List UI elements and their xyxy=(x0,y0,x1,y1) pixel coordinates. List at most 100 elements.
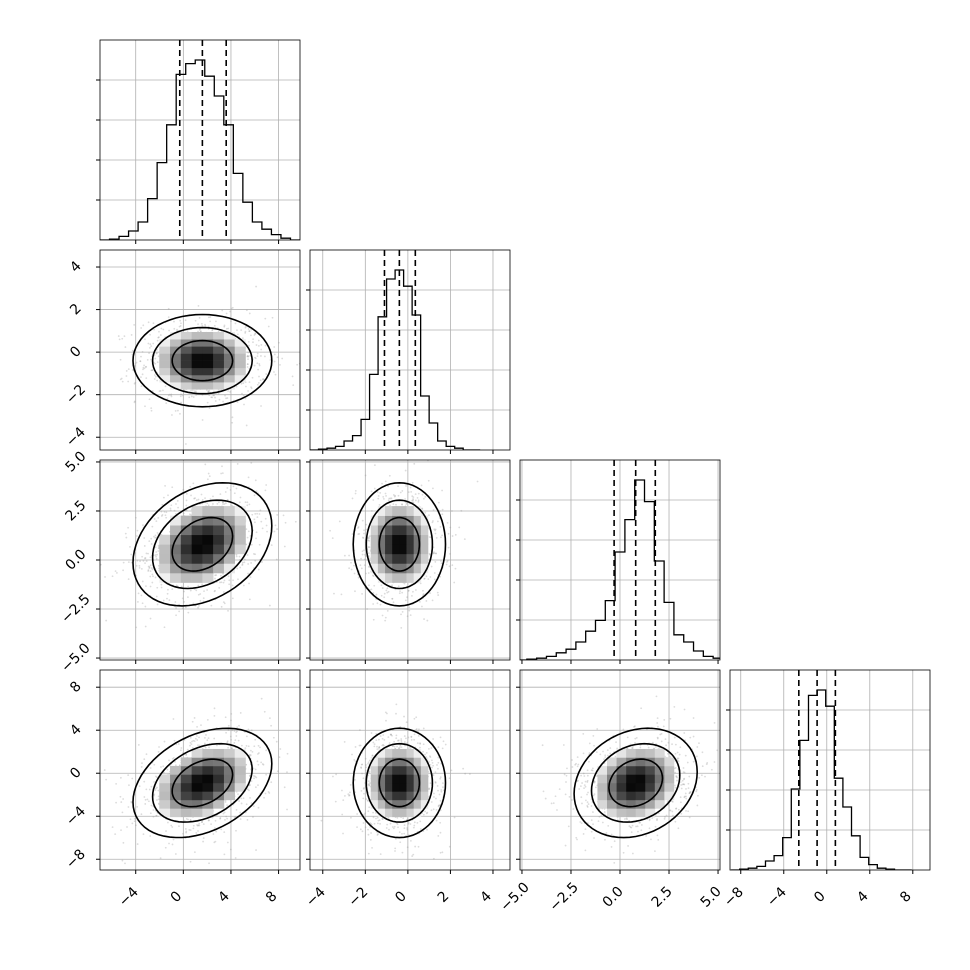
scatter-point xyxy=(256,753,259,755)
scatter-point xyxy=(281,357,284,360)
scatter-point xyxy=(153,793,156,796)
scatter-point xyxy=(416,742,419,745)
density-cell xyxy=(234,525,246,536)
density-cell xyxy=(191,774,203,784)
scatter-point xyxy=(451,535,454,537)
scatter-point xyxy=(382,495,385,498)
scatter-point xyxy=(254,768,257,771)
scatter-point xyxy=(403,832,406,835)
scatter-point xyxy=(401,610,404,613)
scatter-point xyxy=(162,765,165,768)
scatter-point xyxy=(159,857,162,860)
scatter-point xyxy=(388,497,391,500)
density-cell xyxy=(180,360,192,369)
scatter-point xyxy=(271,316,274,319)
density-cell xyxy=(191,374,203,383)
scatter-point xyxy=(258,513,261,515)
density-cell xyxy=(213,367,225,376)
scatter-point xyxy=(166,397,169,400)
scatter-point xyxy=(197,304,200,307)
scatter-point xyxy=(423,577,426,580)
scatter-point xyxy=(222,591,225,593)
scatter-point xyxy=(196,739,199,741)
density-cell xyxy=(159,353,171,361)
density-cell xyxy=(170,782,182,792)
density-cell xyxy=(191,346,203,354)
scatter-point xyxy=(369,782,371,784)
scatter-point xyxy=(244,747,247,749)
scatter-point xyxy=(379,853,382,856)
scatter-point xyxy=(361,553,364,556)
scatter-point xyxy=(422,727,425,730)
scatter-point xyxy=(136,805,139,808)
scatter-point xyxy=(204,746,207,749)
scatter-point xyxy=(255,344,258,346)
scatter-point xyxy=(399,590,401,593)
scatter-point xyxy=(260,761,263,764)
scatter-point xyxy=(104,576,106,578)
scatter-point xyxy=(384,619,387,622)
scatter-point xyxy=(425,751,428,754)
scatter-point xyxy=(183,590,185,593)
scatter-point xyxy=(437,835,440,837)
scatter-point xyxy=(197,830,199,832)
density-cell xyxy=(213,346,225,354)
scatter-point xyxy=(412,496,415,498)
scatter-point xyxy=(270,544,273,547)
scatter-point xyxy=(222,812,225,815)
scatter-point xyxy=(226,841,229,844)
scatter-point xyxy=(385,719,387,722)
density-cell xyxy=(413,544,422,555)
scatter-point xyxy=(193,851,196,853)
scatter-point xyxy=(248,598,251,601)
scatter-point xyxy=(239,566,242,569)
density-cell xyxy=(392,553,400,564)
scatter-point xyxy=(128,784,130,787)
scatter-point xyxy=(222,400,224,403)
scatter-point xyxy=(141,350,144,353)
scatter-point xyxy=(412,826,415,829)
density-cell xyxy=(159,808,171,818)
scatter-point xyxy=(367,799,370,802)
scatter-point xyxy=(329,529,331,532)
scatter-point xyxy=(208,746,210,749)
scatter-point xyxy=(246,355,249,358)
density-cell xyxy=(213,765,225,775)
scatter-point xyxy=(140,567,143,570)
scatter-point xyxy=(100,563,102,566)
density-cell xyxy=(159,774,171,784)
scatter-point xyxy=(156,586,159,589)
density-cell xyxy=(180,799,192,809)
contour-line xyxy=(132,727,273,839)
scatter-point xyxy=(359,744,362,747)
scatter-point xyxy=(440,789,443,791)
scatter-point xyxy=(331,537,334,540)
scatter-point xyxy=(398,831,401,834)
scatter-point xyxy=(241,392,243,395)
density-cell xyxy=(370,525,379,536)
scatter-point xyxy=(384,492,387,495)
scatter-point xyxy=(437,804,440,807)
scatter-point xyxy=(383,739,386,741)
density-cell xyxy=(392,572,400,583)
scatter-point xyxy=(178,764,181,767)
scatter-point xyxy=(182,832,184,835)
scatter-point xyxy=(193,740,196,742)
scatter-point xyxy=(207,819,210,822)
scatter-point xyxy=(395,703,398,706)
histogram-step xyxy=(100,59,300,240)
scatter-point xyxy=(255,786,257,789)
scatter-point xyxy=(156,799,158,801)
scatter-point xyxy=(143,364,145,367)
scatter-point xyxy=(362,787,365,790)
scatter-point xyxy=(429,576,432,578)
contour-line xyxy=(171,516,234,572)
scatter-point xyxy=(270,724,273,727)
scatter-point xyxy=(370,832,372,834)
scatter-point xyxy=(120,377,123,380)
scatter-point xyxy=(445,563,448,566)
scatter-point xyxy=(192,827,195,830)
histogram-panel-2 xyxy=(306,249,511,454)
scatter-point xyxy=(222,572,224,575)
density-cell xyxy=(202,353,214,361)
